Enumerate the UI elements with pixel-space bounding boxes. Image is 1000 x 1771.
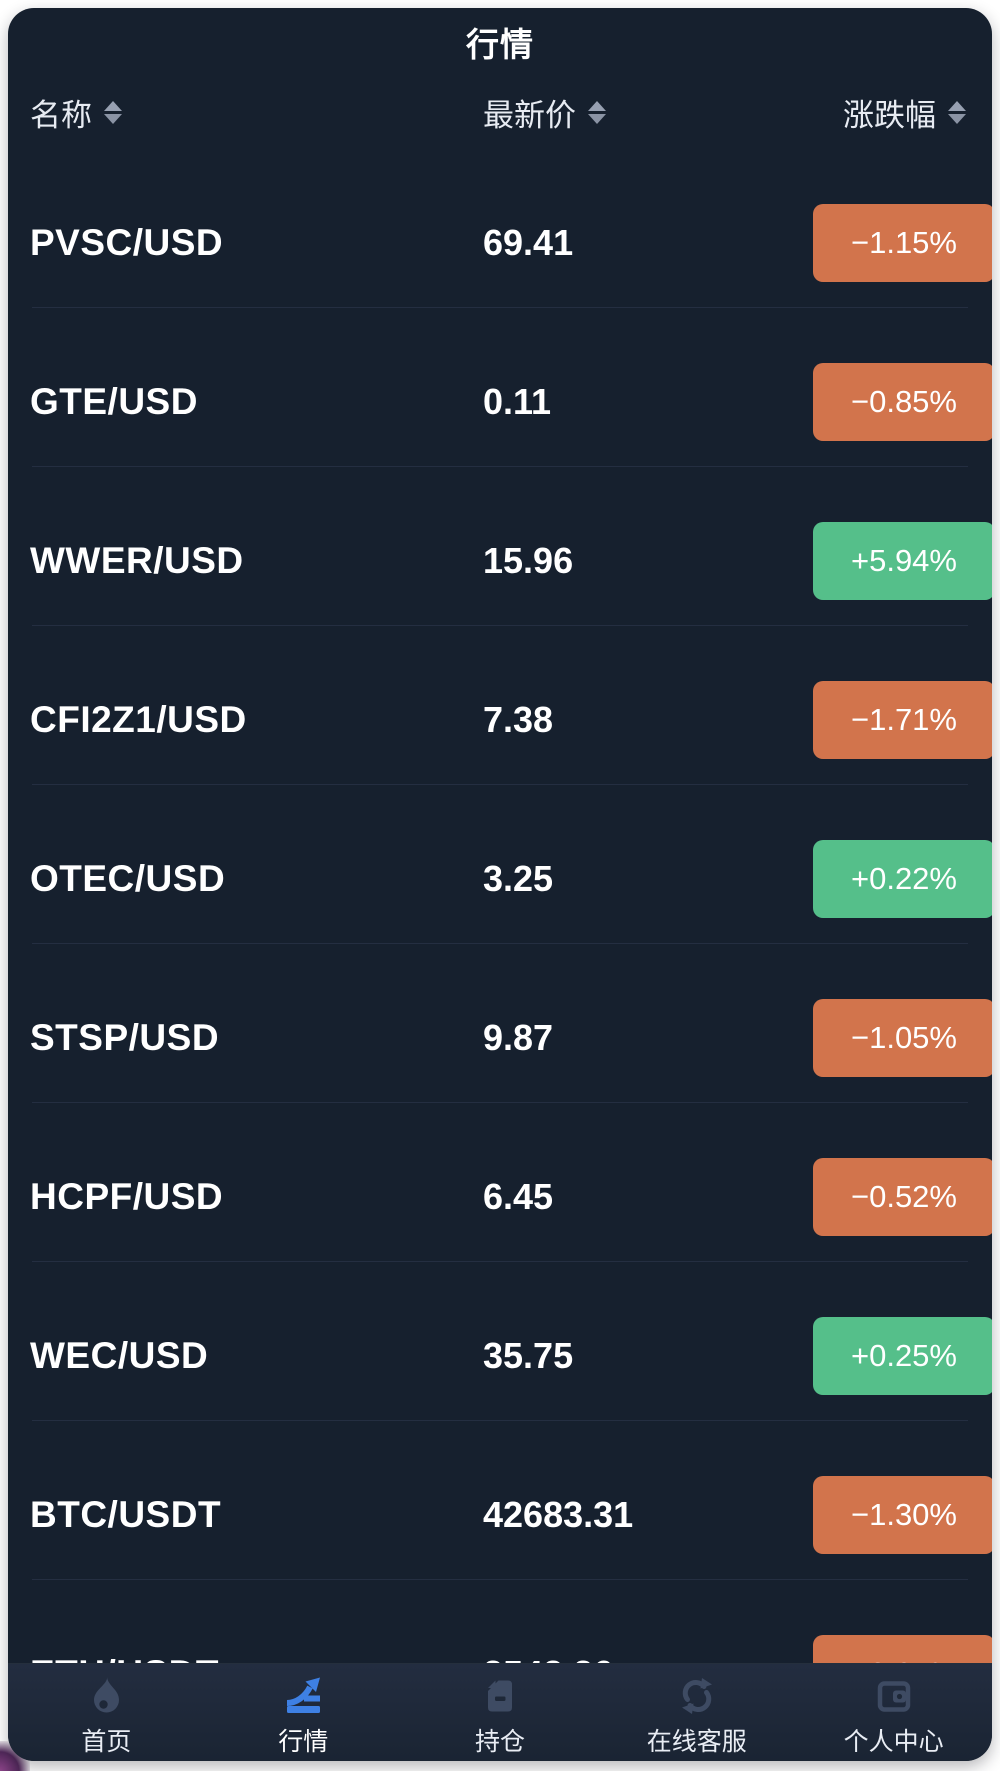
- change-cell: −0.52%: [813, 1157, 992, 1236]
- market-row[interactable]: WEC/USD 35.75 +0.25%: [8, 1262, 992, 1421]
- pair-name: GTE/USD: [30, 380, 198, 422]
- latest-price: 0.11: [483, 380, 552, 422]
- latest-price: 6.45: [483, 1175, 554, 1217]
- pair-name: CFI2Z1/USD: [30, 698, 247, 740]
- change-cell: +5.94%: [813, 521, 992, 600]
- pair-name: STSP/USD: [30, 1016, 220, 1058]
- pair-name: BTC/USDT: [30, 1493, 222, 1535]
- market-row[interactable]: CFI2Z1/USD 7.38 −1.71%: [8, 626, 992, 785]
- tab-home[interactable]: 首页: [8, 1664, 205, 1761]
- column-header-price[interactable]: 最新价: [483, 90, 813, 135]
- column-header-name-label: 名称: [30, 98, 92, 133]
- tab-market[interactable]: 行情: [205, 1664, 402, 1761]
- file-minus-icon: [478, 1672, 522, 1718]
- change-cell: +0.25%: [813, 1316, 992, 1395]
- market-row[interactable]: STSP/USD 9.87 −1.05%: [8, 944, 992, 1103]
- market-row[interactable]: WWER/USD 15.96 +5.94%: [8, 467, 992, 626]
- market-row[interactable]: BTC/USDT 42683.31 −1.30%: [8, 1421, 992, 1580]
- tab-market-label: 行情: [278, 1728, 329, 1756]
- change-badge: −0.85%: [813, 362, 992, 441]
- change-badge: +5.94%: [813, 521, 992, 600]
- column-header-change-label: 涨跌幅: [843, 98, 936, 133]
- sort-icon: [588, 101, 606, 124]
- page-title: 行情: [466, 26, 534, 63]
- market-row[interactable]: PVSC/USD 69.41 −1.15%: [8, 149, 992, 308]
- market-row[interactable]: OTEC/USD 3.25 +0.22%: [8, 785, 992, 944]
- change-cell: −1.71%: [813, 680, 992, 759]
- tab-positions-label: 持仓: [474, 1728, 525, 1756]
- column-header-change[interactable]: 涨跌幅: [843, 90, 966, 135]
- latest-price: 15.96: [483, 539, 574, 581]
- market-list: PVSC/USD 69.41 −1.15% GTE/USD 0.11 −0.85…: [8, 149, 992, 1739]
- change-cell: −0.85%: [813, 362, 992, 441]
- pair-name: WWER/USD: [30, 539, 244, 581]
- pair-name: OTEC/USD: [30, 857, 226, 899]
- pair-name: WEC/USD: [30, 1334, 209, 1376]
- tab-profile-label: 个人中心: [843, 1728, 944, 1756]
- tab-service[interactable]: 在线客服: [598, 1664, 795, 1761]
- latest-price: 69.41: [483, 221, 574, 263]
- change-badge: +0.22%: [813, 839, 992, 918]
- latest-price: 3.25: [483, 857, 554, 899]
- latest-price: 35.75: [483, 1334, 574, 1376]
- latest-price: 42683.31: [483, 1493, 634, 1535]
- change-cell: −1.05%: [813, 998, 992, 1077]
- pair-name: PVSC/USD: [30, 221, 224, 263]
- trend-chart-icon: [281, 1672, 325, 1718]
- column-header-price-label: 最新价: [483, 98, 576, 133]
- tab-service-label: 在线客服: [646, 1728, 747, 1756]
- change-cell: +0.22%: [813, 839, 992, 918]
- sort-icon: [104, 101, 122, 124]
- market-screen: 行情 名称 最新价 涨跌幅 PVSC/USD 69.41 −1.15% GTE/…: [8, 8, 992, 1761]
- latest-price: 9.87: [483, 1016, 554, 1058]
- sort-icon: [948, 101, 966, 124]
- market-row[interactable]: HCPF/USD 6.45 −0.52%: [8, 1103, 992, 1262]
- tab-home-label: 首页: [81, 1728, 132, 1756]
- header: 行情: [8, 8, 992, 76]
- latest-price: 7.38: [483, 698, 554, 740]
- change-badge: −1.15%: [813, 203, 992, 282]
- tab-positions[interactable]: 持仓: [402, 1664, 599, 1761]
- table-header: 名称 最新价 涨跌幅: [8, 76, 992, 149]
- change-badge: −1.05%: [813, 998, 992, 1077]
- change-cell: −1.30%: [813, 1475, 992, 1554]
- pair-name: HCPF/USD: [30, 1175, 224, 1217]
- change-badge: −1.71%: [813, 680, 992, 759]
- wallet-icon: [872, 1672, 916, 1718]
- market-row[interactable]: GTE/USD 0.11 −0.85%: [8, 308, 992, 467]
- change-badge: −1.30%: [813, 1475, 992, 1554]
- change-badge: −0.52%: [813, 1157, 992, 1236]
- tab-profile[interactable]: 个人中心: [795, 1664, 992, 1761]
- flame-icon: [84, 1672, 128, 1718]
- change-badge: +0.25%: [813, 1316, 992, 1395]
- tab-bar: 首页 行情 持仓: [8, 1663, 992, 1761]
- sync-arrows-icon: [675, 1672, 719, 1718]
- column-header-name[interactable]: 名称: [30, 90, 483, 135]
- change-cell: −1.15%: [813, 203, 992, 282]
